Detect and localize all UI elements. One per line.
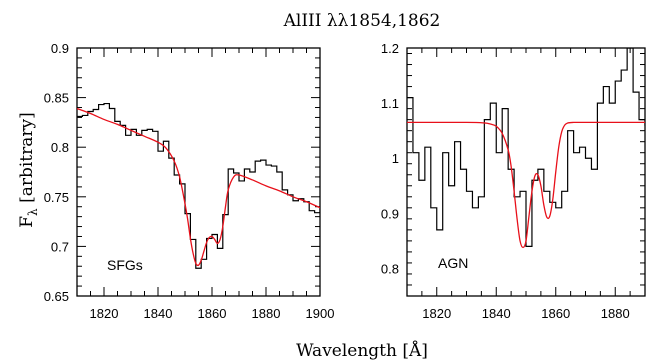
panel-sfgs-y-tick-label-4: 0.85 (44, 91, 69, 106)
panel-sfgs-x-tick-label-1880: 1880 (252, 306, 281, 321)
panel-agn-y-tick-label-3: 1.1 (381, 96, 399, 111)
panel-agn-y-tick-label-1: 0.9 (381, 206, 399, 221)
panel-agn-y-tick-label-2: 1 (392, 151, 399, 166)
panel-sfgs-y-tick-label-5: 0.9 (51, 41, 69, 56)
y-axis-label: Fλ [arbitrary] (17, 112, 40, 227)
panel-sfgs-y-tick-label-3: 0.8 (51, 140, 69, 155)
panel-agn-y-tick-label-0: 0.8 (381, 261, 399, 276)
panel-sfgs-model-fit (77, 107, 320, 267)
panel-agn-x-tick-label-1840: 1840 (482, 306, 511, 321)
y-axis-label-sub: λ (26, 208, 40, 216)
panel-agn-x-tick-label-1860: 1860 (541, 306, 570, 321)
panel-agn-y-tick-label-4: 1.2 (381, 41, 399, 56)
panel-agn-x-tick-label-1820: 1820 (422, 306, 451, 321)
panel-agn-label: AGN (438, 255, 468, 271)
panel-sfgs: 1820 1840 1860 1880 1900 0.65 0.7 0.75 0.8 0.85 0.… (44, 41, 335, 321)
panel-agn: 1820 1840 1860 1880 0.8 0.9 1 1.1 1.2 AGN (381, 41, 646, 321)
panel-sfgs-label: SFGs (107, 257, 143, 273)
x-axis-label: Wavelength [Å] (296, 340, 428, 361)
panel-sfgs-x-tick-label-1860: 1860 (198, 306, 227, 321)
y-axis-label-rest: [arbitrary] (17, 112, 37, 208)
panel-agn-x-tick-label-1880: 1880 (601, 306, 630, 321)
panel-sfgs-plot-area (77, 102, 320, 269)
panel-sfgs-x-tick-label-1840: 1840 (144, 306, 173, 321)
panel-sfgs-x-tick-label-1820: 1820 (90, 306, 119, 321)
figure-title: AlIII λλ1854,1862 (283, 11, 441, 31)
panel-agn-data-spectrum (407, 48, 645, 247)
panel-sfgs-data-spectrum (77, 102, 320, 269)
panel-sfgs-y-tick-label-2: 0.75 (44, 190, 69, 205)
panel-sfgs-x-tick-label-1900: 1900 (306, 306, 335, 321)
panel-sfgs-y-tick-label-1: 0.7 (51, 239, 69, 254)
panel-sfgs-y-tick-label-0: 0.65 (44, 289, 69, 304)
panel-agn-plot-area (407, 48, 645, 249)
y-axis-label-main: F (17, 216, 37, 228)
panel-agn-model-fit (407, 121, 645, 249)
